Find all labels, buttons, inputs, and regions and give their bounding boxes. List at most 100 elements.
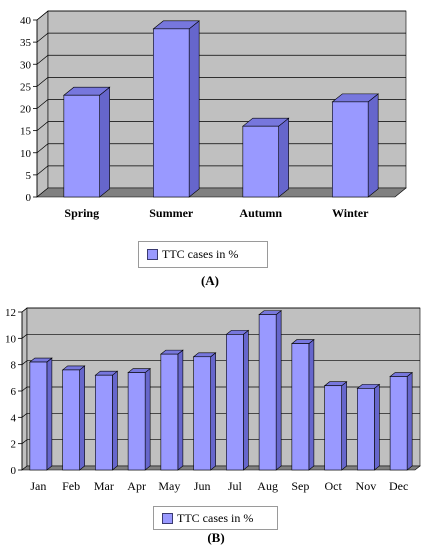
- x-category-label: Jan: [30, 479, 46, 493]
- gridline: [21, 307, 420, 313]
- bar-side: [188, 20, 200, 198]
- y-tick-label: 6: [11, 386, 17, 398]
- y-tick-label: 5: [26, 170, 32, 182]
- bar-side: [308, 338, 315, 471]
- legend-swatch-a: [147, 249, 158, 260]
- bar-side: [275, 310, 282, 471]
- panel-label-a: (A): [200, 273, 220, 288]
- gridline: [21, 386, 420, 392]
- legend-label-a: TTC cases in %: [162, 247, 239, 261]
- bar-front: [357, 388, 375, 471]
- bar-side: [177, 349, 184, 471]
- bar-winter: [331, 93, 380, 198]
- y-tick-label: 0: [11, 465, 17, 477]
- x-category-label: Jun: [194, 479, 211, 493]
- bar-side: [112, 370, 118, 471]
- bar-front: [62, 369, 80, 471]
- y-tick-label: 40: [20, 15, 32, 27]
- y-tick-label: 0: [26, 192, 32, 204]
- legend-swatch-b: [162, 512, 173, 524]
- bar-front: [160, 353, 179, 471]
- bar-front: [63, 94, 100, 198]
- x-category-label: Oct: [324, 479, 342, 493]
- chart-a: 0 5 10 15 20 25 30 35 40 Spring Summer Autumn Winter: [20, 10, 407, 220]
- x-category-label: Spring: [64, 206, 99, 220]
- legend-label-b: TTC cases in %: [177, 510, 254, 525]
- bar-jul: [225, 329, 250, 471]
- bar-spring: [62, 86, 111, 198]
- bar-side: [99, 86, 110, 198]
- y-tick-label: 20: [20, 104, 32, 116]
- bar-side: [243, 329, 249, 471]
- bar-autumn: [241, 117, 290, 198]
- y-tick-label: 25: [20, 81, 32, 93]
- bar-side: [374, 383, 380, 471]
- x-category-label: Apr: [127, 479, 146, 493]
- x-category-label: Summer: [149, 206, 194, 220]
- bar-jan: [29, 357, 53, 471]
- y-tick-label: 2: [11, 439, 17, 451]
- bar-front: [291, 343, 310, 471]
- y-tick-label: 15: [20, 126, 32, 138]
- bar-front: [153, 28, 190, 198]
- panel-label-b: (B): [207, 530, 225, 545]
- y-tick-label: 10: [20, 148, 32, 160]
- bar-feb: [61, 365, 86, 471]
- gridline: [21, 412, 420, 418]
- gridline: [21, 333, 420, 339]
- bar-oct: [323, 381, 348, 471]
- bar-front: [324, 385, 342, 471]
- bar-front: [258, 314, 277, 471]
- gridline: [21, 360, 420, 365]
- bar-apr: [127, 367, 151, 471]
- bar-side: [46, 357, 53, 471]
- bar-side: [367, 93, 379, 198]
- x-category-label: Sep: [291, 479, 309, 493]
- bar-aug: [258, 310, 282, 471]
- gridline: [36, 99, 406, 109]
- bar-side: [278, 117, 289, 198]
- chart-b: 0 2 4 6 8 10 12 Jan Feb Mar Apr May Jun Jul Aug Sep Oct N…: [5, 307, 421, 493]
- bar-mar: [94, 370, 119, 471]
- bar-front: [389, 376, 408, 471]
- gridline: [36, 77, 406, 87]
- bar-front: [242, 125, 279, 198]
- bar-side: [341, 381, 347, 471]
- y-tick-label: 10: [5, 333, 17, 345]
- bar-front: [127, 372, 146, 471]
- bar-summer: [152, 20, 201, 198]
- bar-front: [332, 101, 369, 198]
- bar-jun: [192, 352, 217, 471]
- x-category-label: Feb: [62, 479, 80, 493]
- bar-sep: [291, 338, 315, 471]
- legend-a: TTC cases in %: [138, 241, 268, 268]
- y-tick-label: 12: [5, 307, 16, 319]
- bar-side: [144, 367, 151, 471]
- y-tick-label: 30: [20, 59, 32, 71]
- y-tick-label: 35: [20, 37, 32, 49]
- x-category-label: May: [158, 479, 180, 493]
- legend-b: TTC cases in %: [153, 506, 278, 530]
- bar-front: [193, 356, 211, 471]
- bar-may: [160, 349, 184, 471]
- bar-front: [226, 334, 244, 471]
- bar-dec: [389, 371, 413, 471]
- x-category-label: Winter: [332, 206, 369, 220]
- gridline: [36, 54, 406, 65]
- x-category-label: Autumn: [239, 206, 282, 220]
- bar-side: [79, 365, 85, 471]
- bar-side: [210, 352, 216, 471]
- x-category-label: Aug: [257, 479, 278, 493]
- y-tick-label: 4: [11, 412, 17, 424]
- x-category-label: Mar: [94, 479, 114, 493]
- bar-nov: [356, 383, 381, 471]
- bar-front: [95, 374, 113, 471]
- bar-side: [406, 371, 413, 471]
- x-category-label: Dec: [389, 479, 408, 493]
- gridline: [21, 439, 420, 444]
- y-tick-label: 8: [11, 360, 17, 372]
- floor: [21, 465, 421, 471]
- x-category-label: Nov: [356, 479, 377, 493]
- bar-front: [29, 361, 48, 471]
- gridline: [36, 10, 406, 21]
